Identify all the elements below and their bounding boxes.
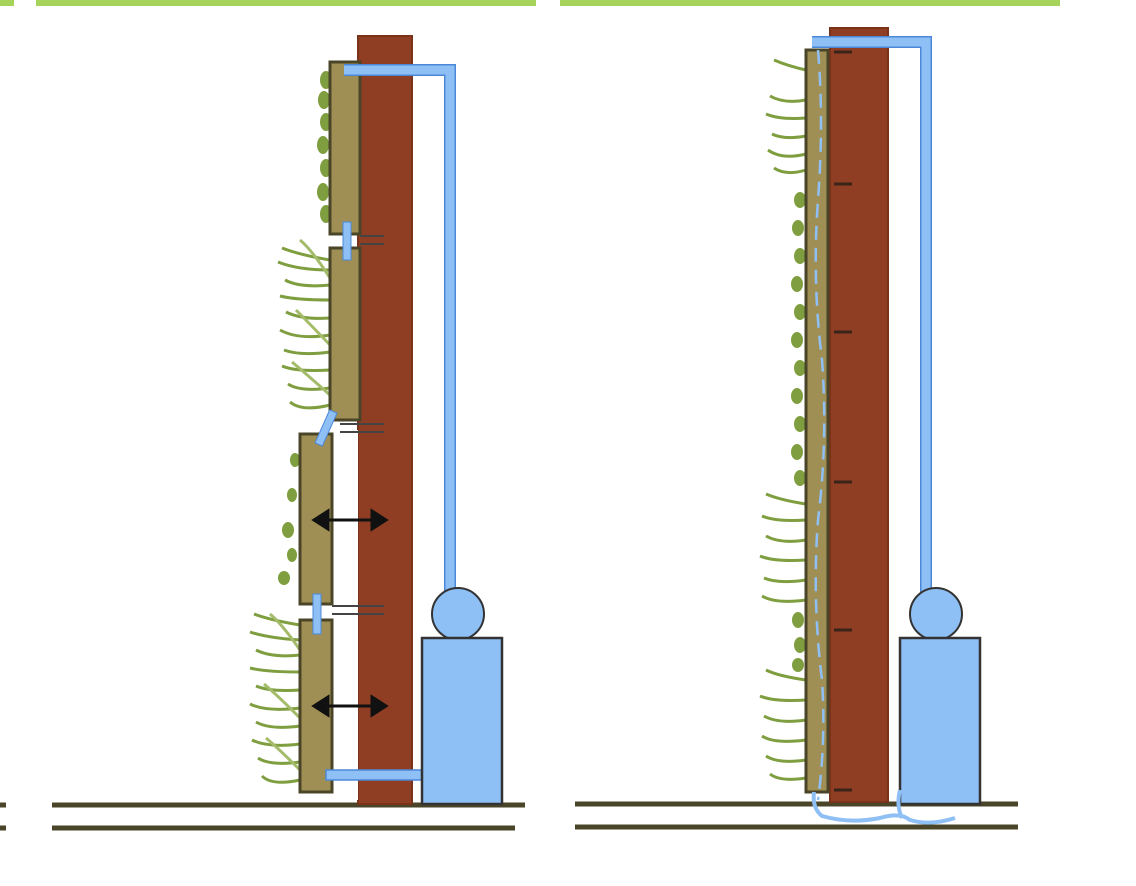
- brick-wall: [830, 28, 888, 802]
- wall-fixing-ticks: [834, 50, 852, 792]
- planter-module-1: [328, 60, 362, 236]
- drain-water: [811, 791, 956, 825]
- brick-wall-outline: [829, 27, 889, 803]
- modular-system-panel: [0, 35, 525, 831]
- drip-connector-1: [342, 221, 352, 261]
- return-pipe: [325, 769, 427, 781]
- pump-icon: [431, 587, 485, 641]
- plants-continuous: [759, 58, 807, 781]
- water-trickle: [814, 49, 826, 801]
- plants-module-3: [278, 453, 300, 585]
- water-tank-icon: [420, 636, 504, 806]
- brick-wall: [358, 36, 412, 804]
- drip-connector-3: [312, 593, 322, 635]
- mounting-brackets: [332, 235, 384, 615]
- header-bar-edge: [0, 0, 14, 6]
- header-bar-left: [36, 0, 536, 6]
- drip-connector-2: [314, 409, 338, 447]
- water-pipe: [344, 65, 455, 600]
- water-tank-icon: [898, 636, 982, 806]
- header-bar-right: [560, 0, 1060, 6]
- plants-module-2: [277, 238, 332, 410]
- planter-module-2: [328, 246, 362, 422]
- water-pipe: [812, 37, 931, 600]
- pump-icon: [909, 587, 963, 641]
- double-arrow-icon: [311, 508, 389, 532]
- double-arrow-icon: [311, 694, 389, 718]
- plants-module-4: [249, 612, 302, 784]
- tank-return-water: [896, 789, 904, 819]
- felt-planting-layer: [804, 48, 830, 794]
- continuous-system-panel: [575, 27, 1018, 830]
